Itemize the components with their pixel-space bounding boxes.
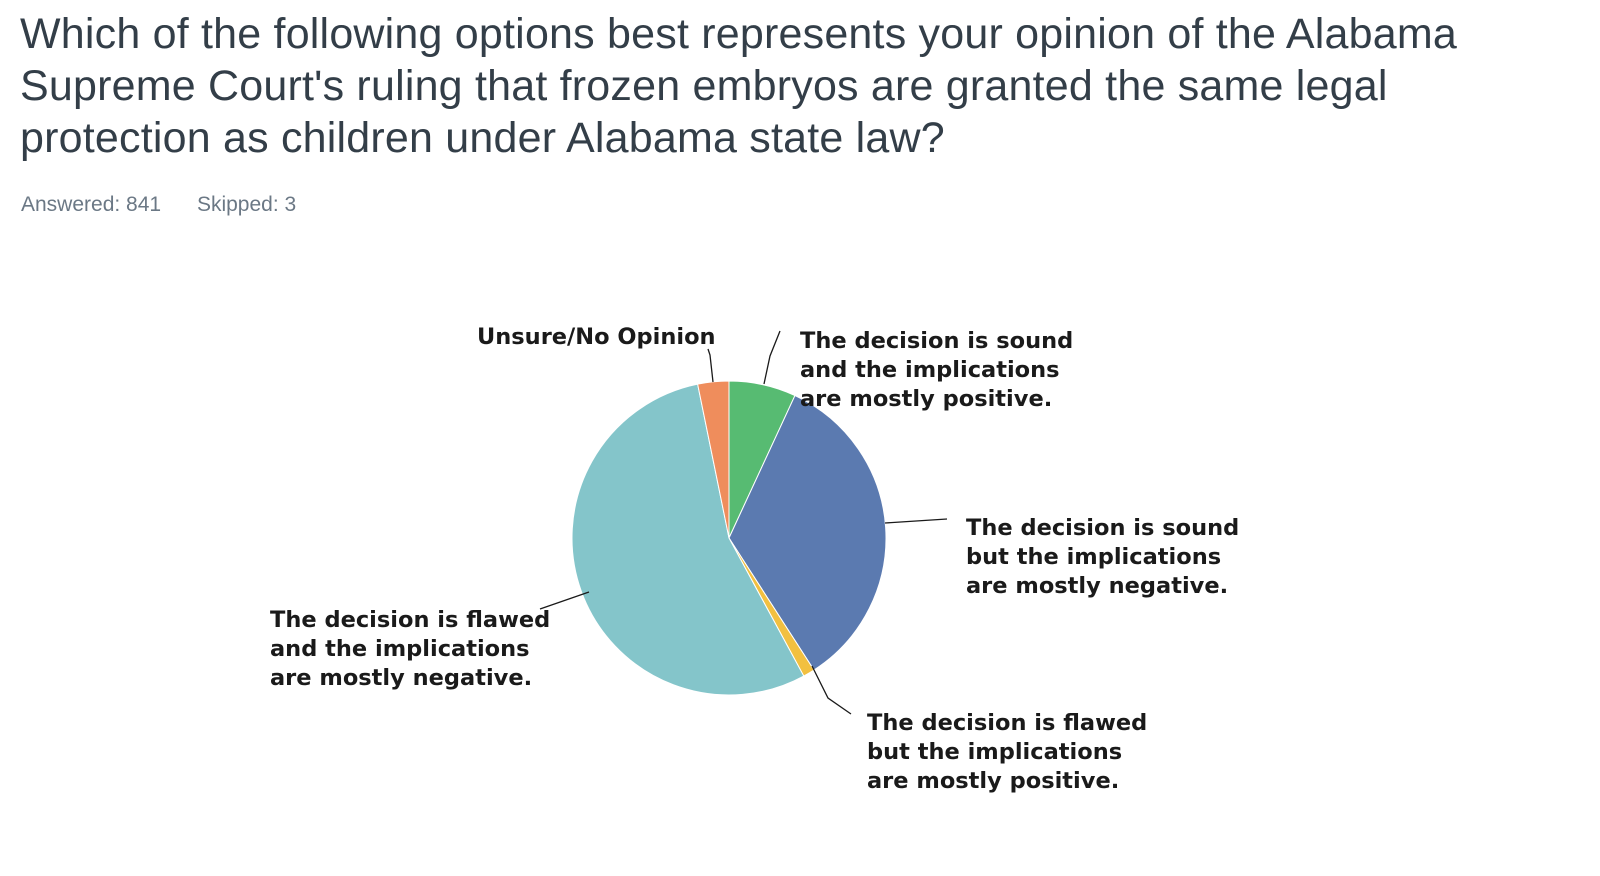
leader-lines	[539, 330, 948, 715]
slice-label-line: but the implications	[867, 739, 1122, 765]
leader-line-sound-negative	[884, 518, 948, 524]
slice-label-sound-positive: The decision is sound and the implication…	[800, 328, 1073, 412]
slice-label-line: are mostly negative.	[270, 665, 532, 691]
answered-count: Answered: 841	[21, 193, 162, 216]
slice-label-flawed-negative: The decision is flawed and the implicatio…	[270, 607, 550, 691]
pie-slices	[571, 380, 887, 696]
slice-label-line: and the implications	[270, 636, 530, 662]
slice-label-flawed-positive: The decision is flawed but the implicatio…	[867, 710, 1147, 794]
slice-label-unsure: Unsure/No Opinion	[477, 324, 716, 350]
slice-label-line: The decision is flawed	[270, 607, 550, 633]
slice-label-line: The decision is flawed	[867, 710, 1147, 736]
slice-label-line: are mostly positive.	[800, 386, 1052, 412]
leader-line-unsure	[707, 348, 714, 383]
leader-line-flawed-negative	[539, 591, 590, 610]
pie-slice-sound-negative[interactable]	[728, 394, 887, 671]
question-title: Which of the following options best repr…	[20, 10, 1458, 162]
skipped-count: Skipped: 3	[196, 193, 297, 216]
slice-label-sound-negative: The decision is sound but the implication…	[966, 515, 1239, 599]
slice-labels: The decision is sound and the implication…	[270, 324, 1239, 794]
slice-label-line: The decision is sound	[966, 515, 1239, 541]
slice-label-line: and the implications	[800, 357, 1060, 383]
slice-label-line: The decision is sound	[800, 328, 1073, 354]
pie-slice-flawed-negative[interactable]	[571, 383, 805, 696]
slice-label-line: are mostly positive.	[867, 768, 1119, 794]
response-stats: Answered: 841 Skipped: 3	[21, 193, 326, 217]
slice-label-line: but the implications	[966, 544, 1221, 570]
slice-label-line: Unsure/No Opinion	[477, 324, 716, 350]
leader-line-flawed-positive	[811, 665, 852, 715]
slice-label-line: are mostly negative.	[966, 573, 1228, 599]
leader-line-sound-positive	[763, 330, 781, 385]
